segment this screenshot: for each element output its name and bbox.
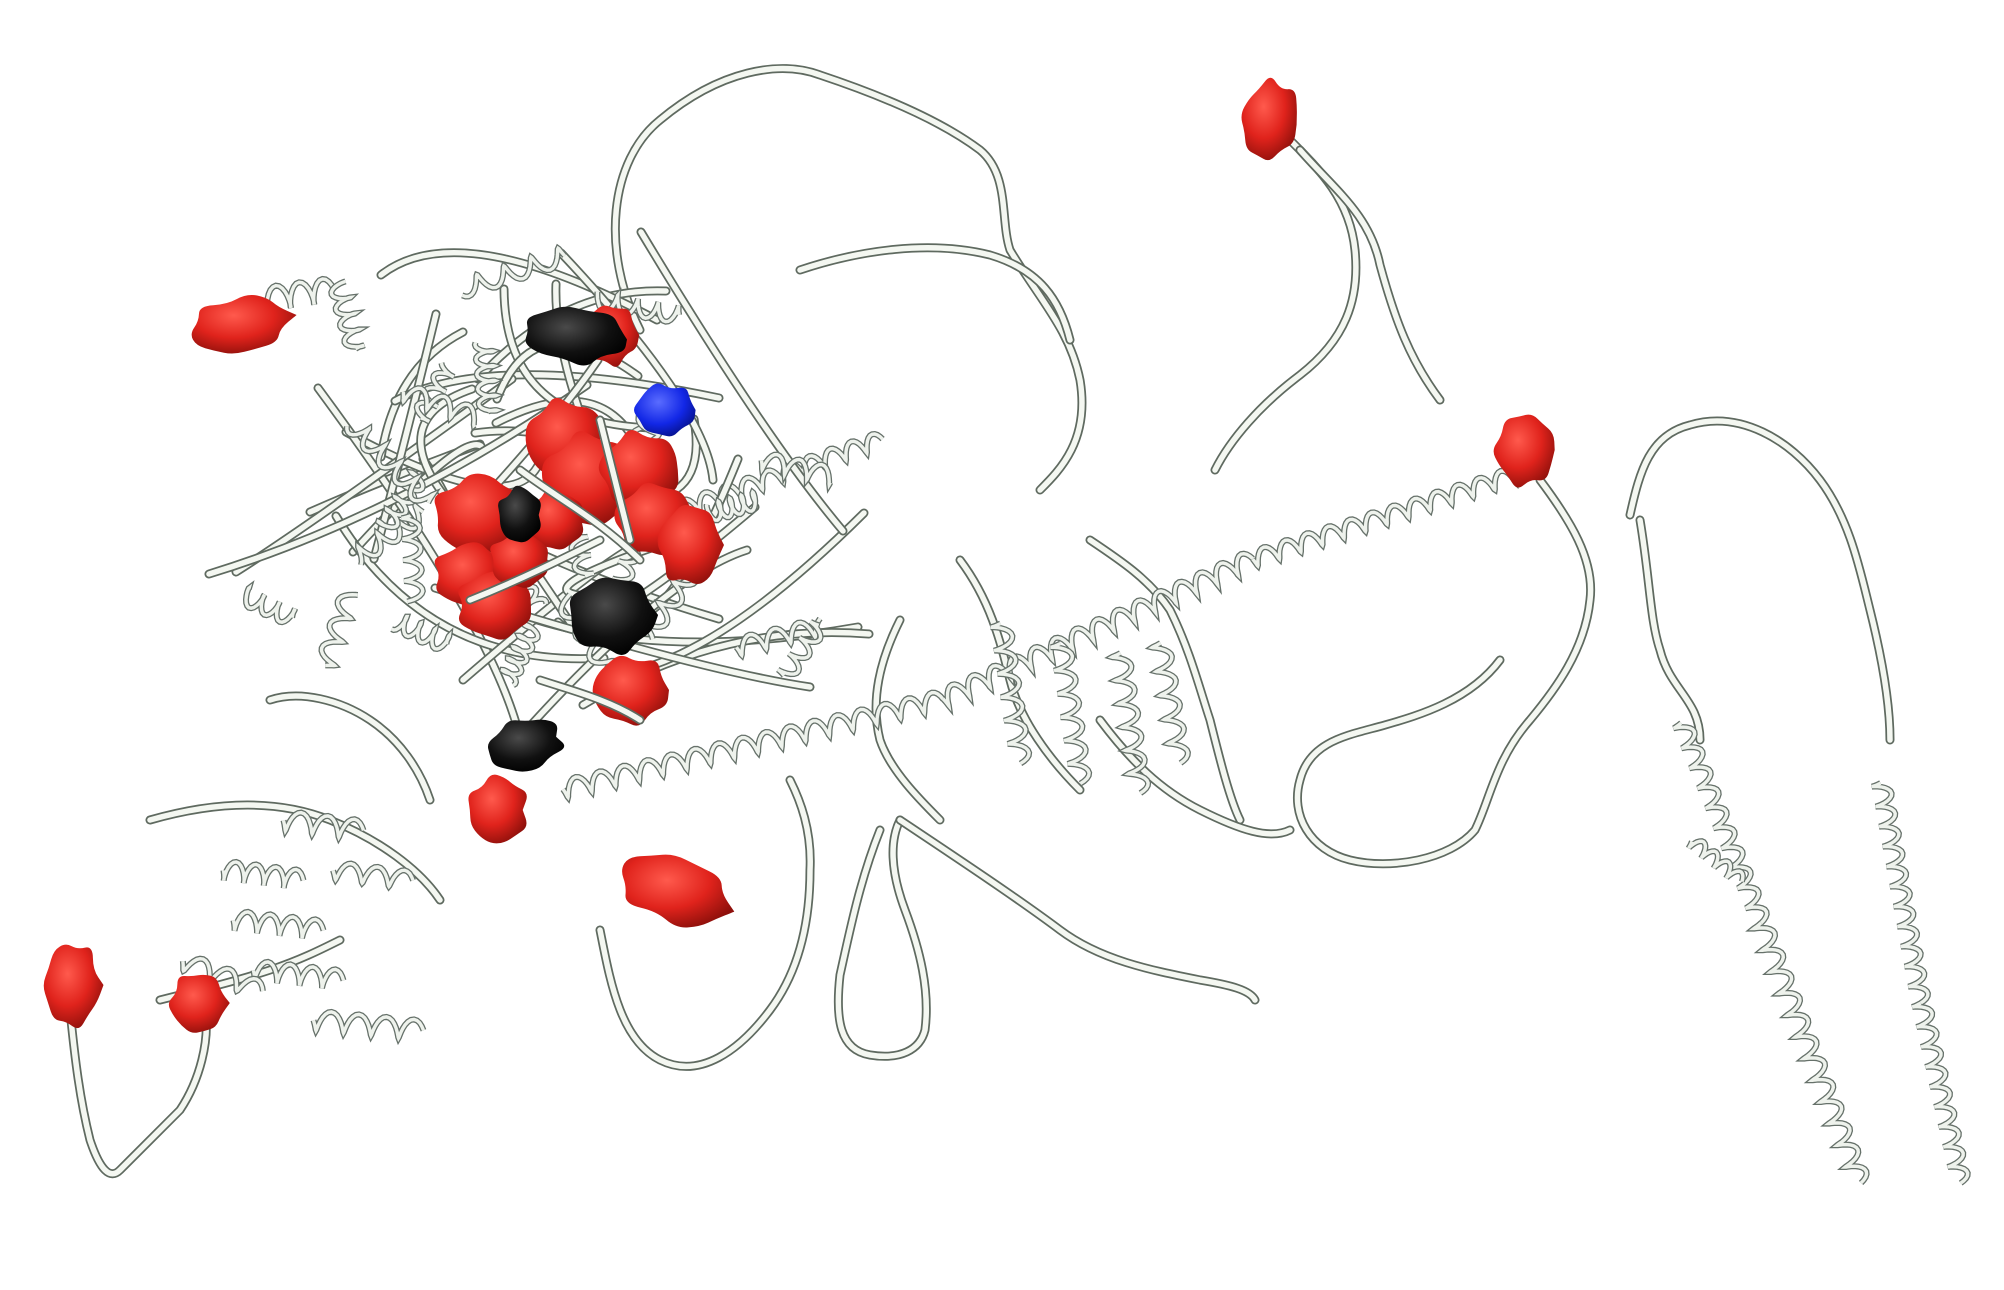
alpha-helix bbox=[314, 1012, 424, 1038]
backbone-loop bbox=[270, 696, 430, 800]
red-residue-top-right bbox=[1242, 78, 1297, 160]
backbone-loop bbox=[800, 248, 1070, 340]
core-helix bbox=[331, 281, 364, 348]
backbone-loop bbox=[1630, 421, 1890, 740]
core-helix bbox=[322, 595, 358, 666]
alpha-helix bbox=[333, 864, 413, 887]
alpha-helix bbox=[1754, 923, 1867, 1183]
red-residue-left-top bbox=[192, 295, 297, 354]
red-residue-bottom-center bbox=[622, 855, 734, 928]
backbone-loop bbox=[900, 820, 1255, 1000]
red-residue-bottom-left-a bbox=[44, 945, 104, 1028]
backbone-loop bbox=[615, 69, 1082, 490]
black-residue-lower bbox=[488, 720, 564, 772]
red-residue-core-bottom bbox=[468, 775, 526, 844]
red-residue-right bbox=[1494, 415, 1555, 488]
backbone-loop bbox=[876, 620, 940, 820]
alpha-helix bbox=[1912, 1003, 1967, 1183]
alpha-helix bbox=[1674, 723, 1767, 923]
backbone-loop bbox=[838, 820, 926, 1056]
alpha-helix bbox=[224, 862, 304, 888]
backbone-loop bbox=[150, 805, 440, 900]
alpha-helix bbox=[1152, 643, 1188, 763]
alpha-helix bbox=[1872, 783, 1928, 1003]
backbone-loop bbox=[70, 1010, 206, 1174]
alpha-helix bbox=[943, 554, 1253, 706]
backbone-loop bbox=[1640, 520, 1700, 740]
alpha-helix bbox=[234, 912, 324, 938]
core-helix bbox=[246, 588, 295, 622]
backbone-loop bbox=[1100, 720, 1290, 834]
backbone-loop bbox=[1300, 150, 1440, 400]
alpha-helix bbox=[1253, 464, 1533, 566]
